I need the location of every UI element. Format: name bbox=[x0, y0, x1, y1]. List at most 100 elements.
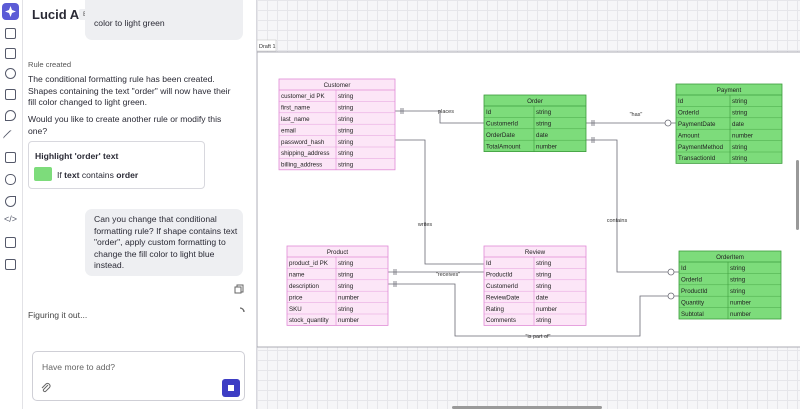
relationship-label: writes bbox=[417, 222, 433, 228]
canvas: Draft 1 places "has" contains writes "re… bbox=[256, 0, 800, 409]
field-type: date bbox=[732, 121, 745, 128]
field-type: number bbox=[730, 299, 751, 306]
status-text: Figuring it out... bbox=[28, 310, 88, 320]
assistant-text: The conditional formatting rule has been… bbox=[28, 74, 231, 108]
feedback-icon[interactable] bbox=[5, 259, 16, 270]
entity-name: Payment bbox=[717, 87, 742, 94]
ai-button[interactable] bbox=[2, 3, 19, 20]
plugin-icon[interactable] bbox=[5, 237, 16, 248]
field-name: Quantity bbox=[681, 299, 705, 306]
panel-icon[interactable] bbox=[5, 28, 16, 39]
launch-icon[interactable] bbox=[5, 196, 16, 207]
tick-marks bbox=[393, 108, 595, 287]
field-name: Id bbox=[486, 109, 492, 116]
ai-panel: Lucid AI BETA color to light green Rule … bbox=[23, 0, 257, 409]
previous-message: color to light green bbox=[85, 0, 243, 40]
rule-title: Highlight 'order' text bbox=[35, 151, 119, 161]
field-type: number bbox=[338, 294, 359, 301]
field-type: number bbox=[536, 306, 557, 313]
field-type: string bbox=[338, 116, 354, 123]
field-name: PaymentDate bbox=[678, 121, 716, 128]
entity-box bbox=[483, 94, 587, 152]
shapes-icon[interactable] bbox=[5, 48, 16, 59]
field-type: string bbox=[536, 109, 552, 116]
data-icon[interactable] bbox=[5, 174, 16, 185]
field-name: OrderDate bbox=[486, 132, 515, 139]
field-name: product_id PK bbox=[289, 260, 329, 267]
crowfoot bbox=[664, 119, 672, 127]
connector bbox=[388, 283, 679, 337]
field-type: string bbox=[732, 110, 748, 117]
field-name: OrderId bbox=[678, 110, 700, 117]
frame-icon[interactable] bbox=[5, 89, 16, 100]
relationship-label: "has" bbox=[630, 112, 643, 118]
rule-swatch bbox=[34, 167, 52, 181]
connectors bbox=[388, 108, 679, 337]
entity[interactable]: Payment Id string OrderId string PaymentDate d… bbox=[675, 83, 783, 164]
magic-icon[interactable] bbox=[2, 129, 19, 146]
field-name: first_name bbox=[281, 105, 310, 112]
entity[interactable]: OrderItem Id string OrderId string ProductId s… bbox=[678, 250, 782, 320]
connector bbox=[395, 110, 484, 124]
attach-button[interactable] bbox=[40, 382, 51, 393]
field-name: OrderId bbox=[681, 277, 703, 284]
stop-button[interactable] bbox=[222, 379, 240, 397]
field-name: Comments bbox=[486, 317, 516, 324]
field-name: Rating bbox=[486, 306, 504, 313]
relationship-labels: places "has" contains writes "receives" … bbox=[417, 109, 643, 340]
field-name: last_name bbox=[281, 116, 310, 123]
field-type: string bbox=[536, 121, 552, 128]
field-type: string bbox=[730, 265, 746, 272]
message-text: color to light green bbox=[94, 18, 165, 28]
field-type: date bbox=[536, 132, 549, 139]
rule-value: order bbox=[116, 170, 139, 180]
field-name: billing_address bbox=[281, 162, 322, 169]
sparkle-icon bbox=[5, 6, 16, 17]
field-name: TotalAmount bbox=[486, 143, 521, 150]
field-name: CustomerId bbox=[486, 121, 519, 128]
entity[interactable]: Review Id string ProductId string CustomerId s… bbox=[483, 245, 587, 326]
field-type: string bbox=[536, 283, 552, 290]
assistant-question: Would you like to create another rule or… bbox=[28, 114, 222, 136]
rule-field: text bbox=[64, 170, 80, 180]
entity-name: Customer bbox=[324, 82, 351, 89]
relationship-label: "receives" bbox=[436, 272, 460, 278]
fill-icon[interactable] bbox=[5, 110, 16, 121]
field-type: string bbox=[536, 260, 552, 267]
entity-box bbox=[278, 78, 396, 171]
crowfoot bbox=[667, 292, 675, 300]
image-icon[interactable] bbox=[5, 152, 16, 163]
field-type: string bbox=[338, 260, 354, 267]
field-name: description bbox=[289, 283, 319, 290]
field-name: price bbox=[289, 294, 303, 301]
field-name: Id bbox=[681, 265, 687, 272]
chat-input[interactable]: Have more to add? bbox=[32, 351, 245, 401]
code-icon[interactable]: </> bbox=[4, 214, 18, 224]
copy-button[interactable] bbox=[234, 284, 244, 294]
field-type: string bbox=[536, 317, 552, 324]
field-type: string bbox=[536, 272, 552, 279]
field-name: Subtotal bbox=[681, 311, 704, 318]
entity[interactable]: Product product_id PK string name string desc… bbox=[286, 245, 389, 326]
field-type: string bbox=[338, 306, 354, 313]
relationship-label: places bbox=[438, 109, 454, 115]
message-text: Can you change that conditional formatti… bbox=[94, 214, 238, 271]
crowfoot bbox=[667, 268, 675, 276]
connector bbox=[586, 139, 679, 273]
field-type: string bbox=[732, 155, 748, 162]
stop-icon bbox=[228, 385, 234, 391]
field-name: Amount bbox=[678, 132, 700, 139]
field-type: string bbox=[338, 105, 354, 112]
shape-icon[interactable] bbox=[5, 68, 16, 79]
entity-box bbox=[483, 245, 587, 326]
field-type: string bbox=[338, 272, 354, 279]
tool-bar: </> bbox=[0, 0, 23, 409]
field-name: password_hash bbox=[281, 139, 325, 146]
rule-card[interactable]: Highlight 'order' text If text contains … bbox=[28, 141, 205, 189]
page-tab[interactable] bbox=[256, 39, 277, 52]
connector bbox=[395, 139, 484, 265]
panel-title: Lucid AI bbox=[32, 7, 83, 22]
entity[interactable]: Order Id string CustomerId string OrderDate da… bbox=[483, 94, 587, 152]
